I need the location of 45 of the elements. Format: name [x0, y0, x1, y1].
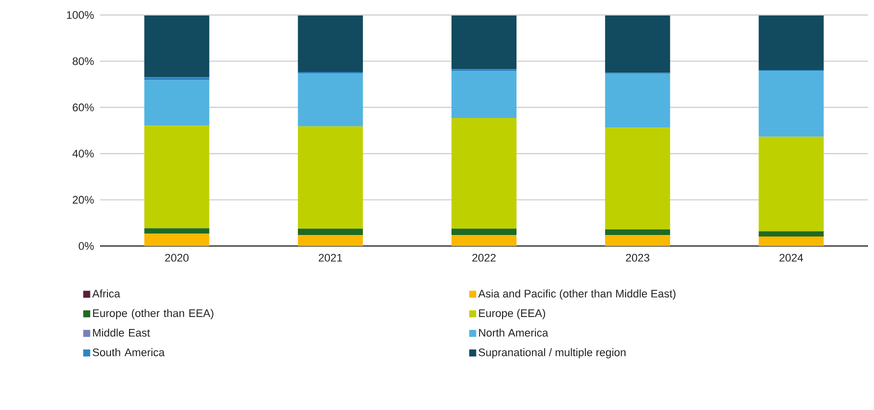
bar [298, 235, 363, 246]
bar [144, 228, 210, 234]
bar [452, 15, 516, 70]
bar [605, 128, 670, 230]
legend-label: Asia and Pacific (other than Middle East) [478, 289, 676, 300]
legend-label: North America [479, 328, 548, 337]
y-tick-label: 100% [66, 11, 94, 19]
bar [758, 136, 824, 232]
bar [144, 15, 210, 78]
bar [144, 80, 210, 126]
bar [758, 15, 824, 70]
x-tick-label: 2022 [472, 254, 496, 262]
x-tick-label: 2021 [318, 254, 342, 262]
bar [605, 15, 670, 73]
bar [144, 77, 210, 80]
bar [758, 231, 824, 237]
bar [452, 71, 516, 118]
bar [298, 228, 363, 236]
bar [758, 71, 824, 137]
bar [144, 234, 210, 246]
y-tick-label: 0% [78, 242, 94, 250]
legend-label: Supranational / multiple region [478, 348, 626, 358]
bar [298, 126, 363, 229]
bar [452, 118, 516, 229]
bar [452, 235, 516, 246]
y-tick-label: 80% [72, 57, 94, 66]
legend-label: Africa [92, 289, 120, 298]
bar [144, 126, 210, 228]
x-tick-label: 2020 [165, 254, 189, 262]
x-tick-label: 2023 [626, 254, 650, 262]
legend-label: Europe (other than EEA) [93, 309, 214, 320]
y-tick-label: 40% [72, 150, 94, 158]
x-tick-label: 2024 [780, 254, 804, 262]
y-tick-label: 20% [72, 196, 94, 204]
legend-label: South America [92, 348, 165, 356]
bar [758, 236, 824, 246]
bar [605, 229, 670, 236]
legend-label: Europe (EEA) [479, 309, 546, 320]
bar [298, 74, 363, 126]
bar [452, 228, 516, 236]
y-tick-label: 60% [72, 104, 94, 112]
bar [298, 15, 363, 72]
bar [605, 73, 670, 128]
bar [605, 235, 670, 246]
legend-label: Middle East [93, 328, 150, 337]
